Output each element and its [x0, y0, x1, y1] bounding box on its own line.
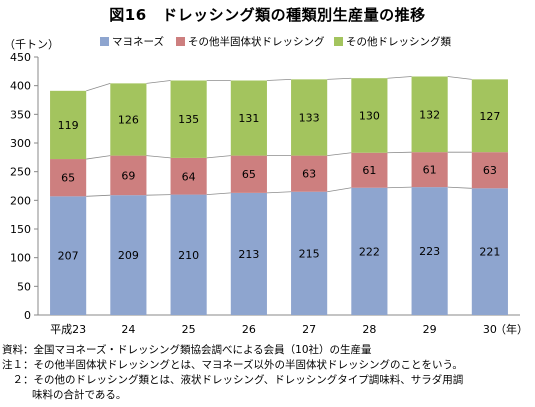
- source-note: 資料：全国マヨネーズ・ドレッシング類協会調べによる会員（10社）の生産量: [2, 344, 372, 356]
- data-label: 61: [423, 164, 437, 177]
- series-connector: [327, 152, 352, 157]
- series-connector: [206, 192, 231, 195]
- data-label: 63: [302, 168, 316, 181]
- bar-segment: [50, 159, 87, 197]
- data-label: 127: [479, 110, 500, 123]
- y-tick-label: 250: [10, 166, 31, 179]
- series-connector: [146, 80, 171, 84]
- bar-segment: [471, 79, 508, 153]
- data-label: 131: [238, 112, 259, 125]
- data-label: 215: [299, 247, 320, 260]
- series-connector: [387, 151, 412, 154]
- y-axis-unit: （千トン）: [4, 38, 59, 51]
- y-tick-label: 350: [10, 108, 31, 121]
- series-connector: [206, 155, 231, 159]
- series-connector: [86, 194, 111, 197]
- chart-title: 図16 ドレッシング類の種類別生産量の推移: [109, 6, 426, 24]
- x-tick-label: 24: [121, 323, 135, 336]
- notes: 資料：全国マヨネーズ・ドレッシング類協会調べによる会員（10社）の生産量 注１：…: [2, 343, 533, 403]
- data-label: 222: [359, 245, 380, 258]
- series-connector: [387, 76, 412, 79]
- series-connector: [146, 155, 171, 159]
- data-label: 130: [359, 109, 380, 122]
- data-label: 61: [362, 164, 376, 177]
- bar-segment: [230, 192, 267, 315]
- bar-segment: [170, 80, 207, 158]
- data-label: 63: [483, 164, 497, 177]
- data-label: 213: [238, 248, 259, 261]
- series-connector: [146, 194, 171, 196]
- series-connector: [86, 155, 111, 160]
- y-tick-label: 50: [17, 280, 31, 293]
- y-tick-label: 450: [10, 51, 31, 64]
- x-tick-label: 平成23: [50, 323, 86, 336]
- bar-segment: [351, 152, 388, 188]
- data-label: 132: [419, 108, 440, 121]
- data-label: 207: [58, 250, 79, 263]
- series-connector: [447, 186, 472, 189]
- bar-segment: [351, 187, 388, 315]
- legend-label: マヨネーズ: [112, 35, 164, 48]
- y-tick-label: 300: [10, 137, 31, 150]
- data-label: 210: [178, 249, 199, 262]
- data-label: 221: [479, 246, 500, 259]
- data-label: 133: [299, 111, 320, 124]
- bar-segment: [170, 194, 207, 315]
- bar-segment: [50, 196, 87, 315]
- note-2-continued: 味料の合計である。: [32, 389, 127, 401]
- bar-segment: [230, 80, 267, 156]
- bar-segment: [291, 79, 328, 156]
- bar-segment: [291, 155, 328, 192]
- bar-segment: [411, 187, 448, 315]
- bar-segment: [411, 76, 448, 153]
- bar-segment: [471, 188, 508, 315]
- x-tick-label: 27: [302, 323, 316, 336]
- y-tick-label: 200: [10, 194, 31, 207]
- series-connector: [327, 77, 352, 80]
- x-tick-label: 30: [483, 323, 497, 336]
- series-connector: [266, 191, 292, 194]
- x-tick-label: 25: [182, 323, 196, 336]
- data-label: 223: [419, 245, 440, 258]
- data-label: 69: [121, 169, 135, 182]
- legend-swatch: [100, 37, 109, 46]
- bar-segment: [170, 157, 207, 195]
- data-label: 65: [242, 168, 256, 181]
- bar-segment: [351, 78, 388, 153]
- bar-segment: [50, 90, 87, 160]
- x-axis-label: （年）: [495, 322, 528, 336]
- y-tick-label: 400: [10, 80, 31, 93]
- bar-segment: [110, 195, 147, 315]
- series-connector: [447, 76, 472, 80]
- data-label: 64: [182, 170, 196, 183]
- y-tick-label: 150: [10, 223, 31, 236]
- data-label: 65: [61, 172, 75, 185]
- legend-swatch: [176, 37, 185, 46]
- data-label: 126: [118, 113, 139, 126]
- bar-segment: [230, 155, 267, 193]
- data-label: 135: [178, 113, 199, 126]
- bar-segment: [110, 155, 147, 196]
- stacked-bar-chart: 0 50 100 150 200 250 300 350 400 450 207 209 210 213 2…: [10, 35, 528, 336]
- x-tick-label: 28: [362, 323, 376, 336]
- legend-label: その他ドレッシング類: [346, 35, 451, 48]
- bar-segment: [291, 191, 328, 315]
- x-tick-label: 29: [423, 323, 437, 336]
- data-label: 209: [118, 249, 139, 262]
- note-2: ２：その他のドレッシング類とは、液状ドレッシング、ドレッシングタイプ調味料、サラ…: [2, 374, 464, 386]
- series-connector: [266, 78, 292, 81]
- note-1: 注１：その他半固体状ドレッシングとは、マヨネーズ以外の半固体状ドレッシングのこと…: [2, 359, 463, 371]
- series-connector: [387, 186, 412, 189]
- legend-swatch: [334, 37, 343, 46]
- series-connector: [327, 187, 352, 193]
- bar-segment: [110, 83, 147, 156]
- y-tick-label: 0: [24, 309, 31, 322]
- bar-segment: [471, 152, 508, 189]
- series-connector: [86, 82, 111, 92]
- y-tick-label: 100: [10, 252, 31, 265]
- legend-label: その他半固体状ドレッシング: [188, 35, 325, 48]
- data-label: 119: [58, 119, 79, 132]
- x-tick-label: 26: [242, 323, 256, 336]
- bar-segment: [411, 152, 448, 188]
